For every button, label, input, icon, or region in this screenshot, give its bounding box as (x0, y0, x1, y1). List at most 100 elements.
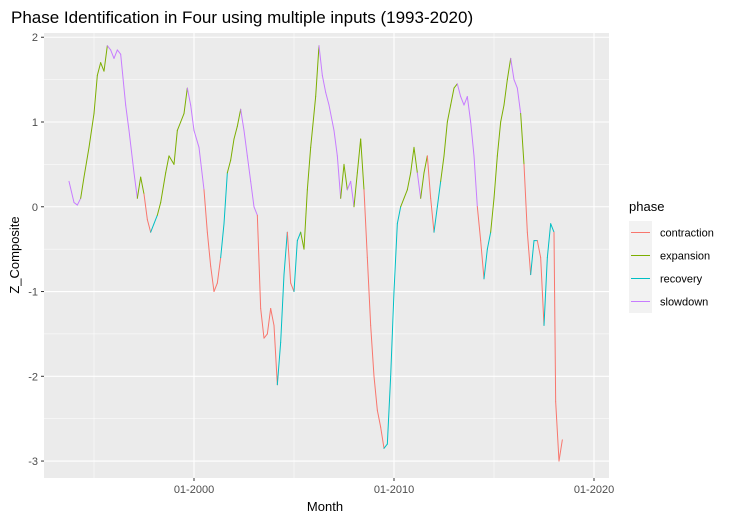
line-segment-slowdown (73, 202, 78, 206)
line-segment-expansion (340, 163, 345, 199)
line-segment-expansion (230, 138, 235, 161)
line-segment-slowdown (333, 129, 338, 157)
line-segment-contraction (370, 324, 375, 377)
line-segment-slowdown (321, 74, 327, 93)
line-segment-expansion (136, 176, 142, 199)
legend-label-expansion: expansion (660, 251, 710, 263)
line-segment-recovery (550, 223, 555, 233)
line-segment-slowdown (125, 104, 130, 131)
line-segment-slowdown (190, 104, 195, 131)
line-segment-contraction (270, 307, 275, 326)
line-segment-slowdown (318, 45, 323, 76)
line-segment-expansion (413, 146, 418, 174)
line-segment-slowdown (110, 49, 115, 59)
line-segment-expansion (440, 155, 445, 182)
line-segment-expansion (500, 104, 505, 123)
legend-label-contraction: contraction (660, 228, 714, 240)
y-tick-label: 2 (32, 32, 38, 44)
x-axis-title: Month (307, 499, 343, 514)
line-segment-contraction (216, 257, 222, 284)
line-segment-slowdown (120, 53, 127, 106)
line-segment-recovery (486, 231, 492, 250)
line-segment-slowdown (473, 155, 478, 208)
line-segment-expansion (180, 113, 185, 123)
line-segment-expansion (496, 121, 502, 157)
line-segment-slowdown (510, 57, 515, 81)
line-segment-contraction (380, 426, 385, 449)
line-segment-recovery (296, 231, 302, 242)
line-segment-slowdown (470, 121, 475, 157)
line-segment-contraction (558, 439, 563, 462)
line-segment-expansion (103, 45, 108, 72)
line-segment-expansion (443, 121, 448, 157)
y-tick-label: -3 (28, 456, 38, 468)
line-segment-expansion (83, 146, 90, 178)
line-segment-expansion (236, 108, 242, 127)
line-segment-recovery (436, 180, 442, 208)
line-segment-recovery (276, 341, 282, 386)
line-segment-slowdown (346, 180, 352, 191)
line-segment-contraction (203, 189, 208, 233)
line-segment-expansion (503, 79, 508, 106)
line-segment-recovery (383, 443, 388, 449)
line-segment-contraction (526, 231, 532, 276)
line-segment-contraction (366, 257, 372, 326)
line-segment-contraction (426, 155, 432, 199)
line-segment-expansion (490, 197, 495, 233)
line-segment-slowdown (116, 49, 122, 55)
line-segment-slowdown (240, 108, 245, 131)
line-segment-contraction (363, 189, 368, 259)
line-segment-contraction (376, 409, 382, 428)
line-segment-recovery (293, 240, 298, 293)
series-lines (68, 45, 563, 462)
line-segment-recovery (153, 214, 158, 225)
line-segment-expansion (183, 87, 188, 115)
line-segment-expansion (156, 202, 162, 216)
line-segment-expansion (410, 146, 415, 174)
line-segment-contraction (263, 333, 268, 339)
line-segment-expansion (93, 74, 98, 115)
line-segment-slowdown (76, 197, 82, 206)
line-segment-expansion (446, 104, 452, 123)
line-segment-slowdown (416, 172, 422, 199)
line-segment-recovery (386, 375, 392, 445)
legend-title: phase (629, 199, 664, 214)
line-segment-expansion (160, 172, 167, 204)
line-segment-recovery (150, 223, 155, 233)
line-segment-expansion (306, 146, 312, 191)
line-segment-slowdown (106, 45, 112, 51)
line-segment-contraction (213, 282, 218, 293)
line-segment-recovery (396, 206, 402, 225)
line-segment-expansion (453, 83, 458, 89)
line-segment-slowdown (328, 104, 335, 131)
line-segment-contraction (540, 257, 545, 326)
line-segment-contraction (256, 214, 262, 309)
plot-panel (44, 33, 609, 478)
legend-label-slowdown: slowdown (660, 297, 708, 309)
line-segment-recovery (280, 274, 285, 343)
line-segment-slowdown (113, 49, 118, 59)
y-tick-label: 0 (32, 202, 38, 214)
line-segment-contraction (210, 265, 215, 293)
line-segment-expansion (506, 57, 512, 81)
line-segment-expansion (493, 155, 498, 199)
line-segment-expansion (168, 155, 175, 165)
legend: phase contraction expansion recovery slowdo… (629, 199, 714, 313)
line-segment-expansion (165, 155, 170, 174)
y-tick-label: -1 (28, 287, 38, 299)
line-segment-expansion (353, 172, 358, 208)
y-tick-label: -2 (28, 371, 38, 383)
line-segment-contraction (206, 231, 212, 267)
legend-label-recovery: recovery (660, 274, 703, 286)
line-segment-contraction (430, 197, 435, 233)
line-segment-contraction (146, 218, 152, 233)
y-axis-title: Z_Composite (7, 216, 22, 293)
line-segment-recovery (390, 291, 395, 377)
line-segment-contraction (286, 231, 292, 284)
y-tick-label: 1 (32, 117, 38, 129)
line-segment-contraction (555, 401, 560, 462)
line-segment-expansion (100, 62, 105, 72)
line-segment-contraction (553, 231, 557, 403)
line-segment-slowdown (463, 96, 468, 106)
